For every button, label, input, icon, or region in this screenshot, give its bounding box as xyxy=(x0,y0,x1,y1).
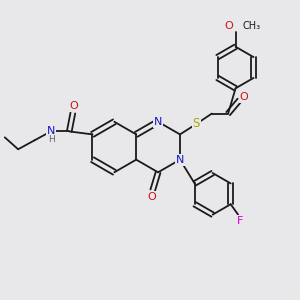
Text: N: N xyxy=(47,126,55,136)
Text: F: F xyxy=(237,216,243,226)
Text: O: O xyxy=(69,101,78,112)
Text: O: O xyxy=(225,21,233,31)
Text: N: N xyxy=(154,117,162,127)
Text: O: O xyxy=(148,192,157,202)
Text: H: H xyxy=(48,135,55,144)
Text: O: O xyxy=(239,92,248,102)
Text: S: S xyxy=(193,118,200,130)
Text: CH₃: CH₃ xyxy=(242,21,260,31)
Text: N: N xyxy=(176,155,184,165)
